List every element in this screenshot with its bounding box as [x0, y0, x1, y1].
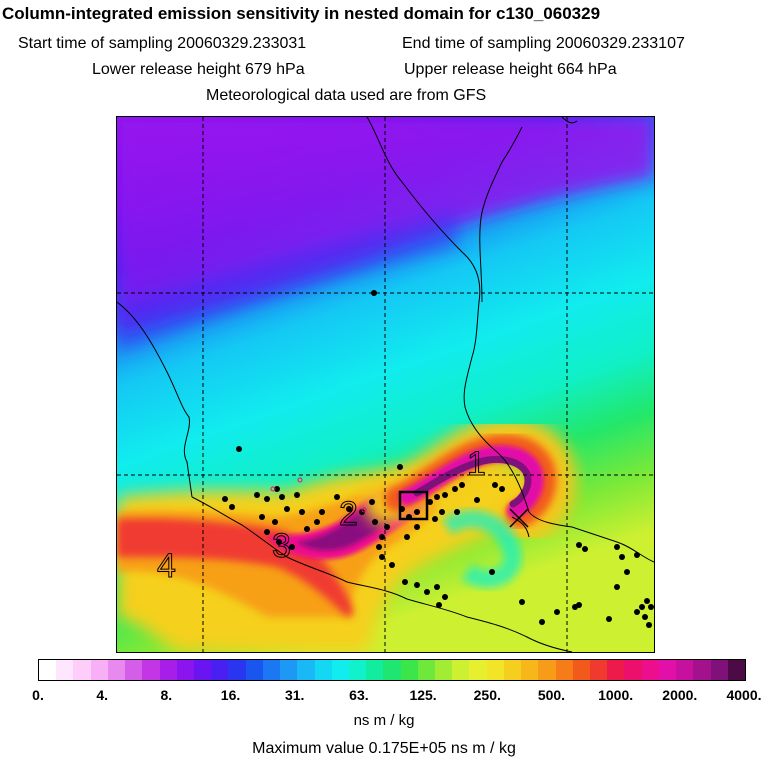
region-label-2: 2: [339, 495, 358, 533]
scale-tick-label: 2000.: [662, 687, 698, 703]
color-swatch: [73, 660, 91, 680]
scale-tick-label: 4000.: [726, 687, 762, 703]
maximum-value-label: Maximum value 0.175E+05 ns m / kg: [252, 740, 516, 757]
blue-band: [117, 212, 457, 352]
color-swatch: [56, 660, 74, 680]
lat-lon-grid: [117, 117, 654, 652]
scale-tick-label: 250.: [473, 687, 501, 703]
color-swatch: [727, 660, 745, 680]
color-swatch: [107, 660, 126, 680]
color-swatch: [555, 660, 573, 680]
color-swatch: [486, 660, 504, 680]
color-swatch: [624, 660, 642, 680]
hook-core: [413, 456, 532, 508]
region-label-3: 3: [272, 527, 291, 565]
color-swatch: [228, 660, 246, 680]
coastlines: [117, 117, 654, 652]
scale-tick-label: 63.: [349, 687, 369, 703]
color-swatch: [641, 660, 659, 680]
color-swatch: [193, 660, 212, 680]
color-swatch: [245, 660, 263, 680]
color-swatch: [176, 660, 194, 680]
color-swatch: [607, 660, 625, 680]
color-swatch: [452, 660, 470, 680]
color-swatch: [348, 660, 367, 680]
color-swatch: [280, 660, 298, 680]
color-swatch: [142, 660, 160, 680]
upper-release-height-label: Upper release height 664 hPa: [404, 61, 617, 78]
eddy: [442, 509, 522, 589]
color-swatch: [297, 660, 315, 680]
met-data-label: Meteorological data used are from GFS: [206, 87, 487, 104]
color-swatch: [710, 660, 728, 680]
scale-tick-label: 4.: [96, 687, 109, 703]
map-title: Column-integrated emission sensitivity i…: [2, 4, 601, 23]
scale-tick-label: 31.: [284, 687, 305, 703]
start-time-label: Start time of sampling 20060329.233031: [18, 35, 307, 52]
color-swatch: [676, 660, 694, 680]
scale-tick-label: 1000.: [598, 687, 634, 703]
color-swatch: [331, 660, 349, 680]
lower-release-height-label: Lower release height 679 hPa: [92, 61, 305, 78]
region-label-1: 1: [467, 445, 486, 483]
color-swatch: [262, 660, 281, 680]
scale-tick-label: 0.: [32, 687, 44, 703]
color-swatch: [383, 660, 401, 680]
color-swatch: [90, 660, 108, 680]
sampling-box: [398, 490, 429, 521]
end-time-label: End time of sampling 20060329.233107: [402, 35, 685, 52]
station-points: [222, 290, 654, 628]
scale-tick-label: 16.: [220, 687, 241, 703]
color-swatch: [314, 660, 332, 680]
color-swatch: [366, 660, 384, 680]
scale-tick-label: 8.: [160, 687, 173, 703]
open-station-points: [270, 477, 367, 513]
color-swatch: [39, 660, 57, 680]
region-label-4: 4: [157, 547, 176, 585]
region-labels: 1 2 3 4: [157, 445, 487, 586]
scale-tick-label: 500.: [537, 687, 566, 703]
color-swatch: [125, 660, 143, 680]
color-swatch: [211, 660, 229, 680]
sensitivity-map: 1 2 3 4: [116, 116, 655, 653]
color-swatch: [538, 660, 556, 680]
color-swatch: [572, 660, 590, 680]
units-label: ns m / kg: [353, 712, 415, 729]
color-swatch: [417, 660, 436, 680]
color-scale-bar: [38, 659, 746, 681]
color-swatch: [435, 660, 453, 680]
color-swatch: [658, 660, 677, 680]
color-swatch: [521, 660, 539, 680]
color-swatch: [590, 660, 608, 680]
cross-marker: [509, 508, 529, 528]
color-swatch: [469, 660, 487, 680]
color-swatch: [503, 660, 522, 680]
color-swatch: [693, 660, 711, 680]
color-swatch: [400, 660, 418, 680]
color-swatch: [159, 660, 177, 680]
scale-tick-label: 125.: [409, 687, 437, 703]
map-canvas: 1 2 3 4: [117, 117, 654, 652]
